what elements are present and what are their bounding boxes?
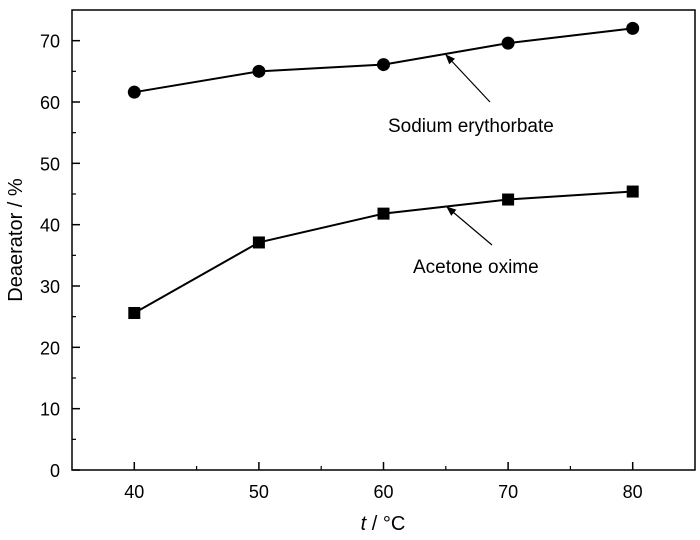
data-point-circle [626, 21, 640, 35]
data-point-square [252, 236, 265, 249]
annotation-arrow-acetone [446, 206, 493, 246]
x-axis-label-unit: / °C [366, 513, 405, 535]
plot-frame [71, 9, 696, 471]
y-tick-label: 70 [40, 32, 60, 52]
data-point-circle [127, 85, 141, 99]
annotation-arrow-sodium [445, 54, 491, 103]
y-axis-label: Deaerator / % [5, 178, 27, 302]
data-point-circle [377, 58, 390, 72]
data-point-square [128, 306, 141, 319]
y-tick-label: 20 [40, 338, 60, 358]
data-point-square [626, 185, 639, 198]
y-tick-label: 40 [40, 216, 60, 236]
y-tick-label: 30 [40, 277, 60, 297]
x-tick-label: 50 [249, 482, 269, 502]
y-tick-label: 10 [40, 400, 60, 420]
y-tick-label: 60 [40, 93, 60, 113]
y-tick-label: 50 [40, 154, 60, 174]
data-point-circle [252, 64, 266, 78]
x-axis-label: t / °C [361, 513, 406, 535]
annotation-label-sodium: Sodium erythorbate [388, 116, 554, 137]
x-tick-label: 40 [124, 482, 144, 502]
series-0 [127, 21, 640, 99]
y-tick-label: 0 [50, 461, 60, 481]
data-point-circle [501, 36, 515, 50]
x-axis-label-variable: t [361, 513, 368, 535]
data-point-square [377, 207, 390, 220]
x-tick-label: 80 [623, 482, 643, 502]
x-tick-label: 60 [373, 482, 393, 502]
series-1 [128, 185, 639, 319]
annotation-label-acetone: Acetone oxime [413, 257, 539, 278]
data-point-square [502, 193, 515, 206]
x-tick-label: 70 [498, 482, 518, 502]
